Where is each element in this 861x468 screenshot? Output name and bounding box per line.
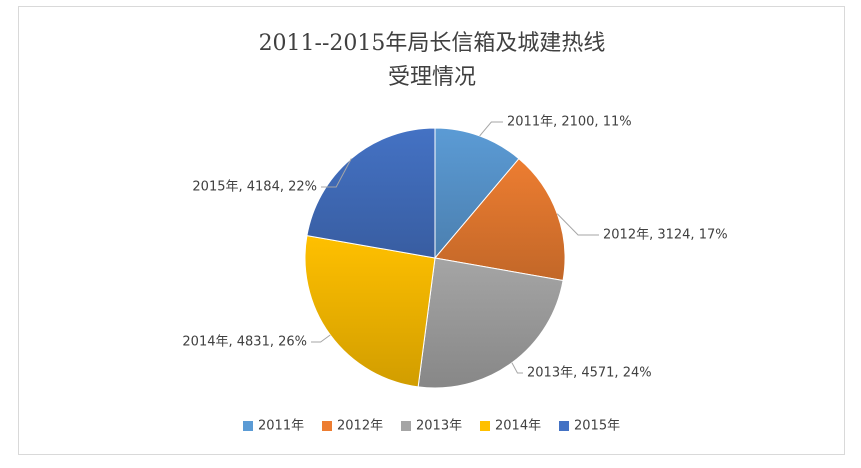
legend-swatch [322,421,332,431]
legend-swatch [401,421,411,431]
data-label: 2014年, 4831, 26% [182,335,307,350]
legend-swatch [480,421,490,431]
leader-line [311,334,331,343]
leader-line [511,362,523,374]
leader-line [321,158,352,188]
pie-slice [417,257,564,389]
data-label: 2011年, 2100, 11% [507,115,632,130]
leader-line [556,213,599,236]
chart-title: 2011--2015年局长信箱及城建热线 [259,31,606,56]
legend-swatch [243,421,253,431]
data-label: 2012年, 3124, 17% [603,228,728,243]
data-label: 2015年, 4184, 22% [192,180,317,195]
data-label: 2013年, 4571, 24% [527,366,652,381]
pie-slice [304,235,436,388]
legend-label: 2014年 [495,419,541,434]
legend-swatch [559,421,569,431]
legend-label: 2011年 [258,419,304,434]
leader-line [479,121,503,137]
pie-slice [434,157,566,282]
chart-title: 受理情况 [388,65,476,90]
legend-label: 2013年 [416,419,462,434]
legend-label: 2015年 [574,419,620,434]
legend-label: 2012年 [337,419,383,434]
